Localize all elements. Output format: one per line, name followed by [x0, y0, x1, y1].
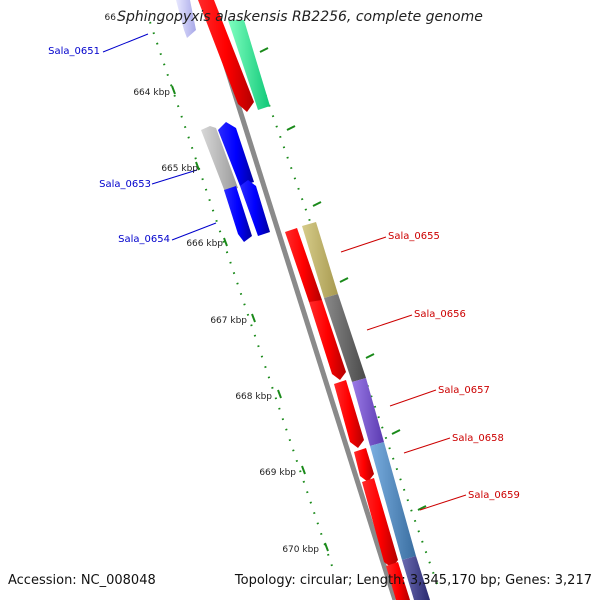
- gene-sala-0653-feature: [218, 122, 254, 186]
- left-major-ticks: [171, 85, 329, 552]
- genome-summary: Topology: circular; Length: 3,345,170 bp…: [234, 573, 592, 588]
- gene-sala-0658-feature: [370, 442, 416, 560]
- gene-sala-0654-feature: [224, 186, 252, 242]
- gene-red-b-feature: [309, 300, 346, 380]
- ruler-label-666: 666 kbp: [186, 239, 223, 249]
- gene-sala-0651-feature: [176, 0, 196, 38]
- accession-label: Accession: NC_008048: [8, 573, 156, 588]
- species-name: Sphingopyxis alaskensis RB2256: [117, 9, 347, 25]
- gene-navy-bottom-feature: [402, 556, 430, 600]
- gene-label-sala-0659[interactable]: Sala_0659: [468, 490, 520, 501]
- gene-label-sala-0656[interactable]: Sala_0656: [414, 309, 466, 320]
- gene-green-top-feature: [228, 20, 270, 110]
- gene-label-sala-0654[interactable]: Sala_0654: [118, 234, 170, 245]
- gene-red-c-feature: [334, 380, 364, 448]
- gene-red-bottom-feature: [386, 562, 410, 600]
- title-suffix: , complete genome: [346, 9, 483, 25]
- gene-sala-0652-feature: [201, 126, 238, 192]
- gene-features-left: [176, 0, 270, 242]
- ruler-label-668: 668 kbp: [235, 392, 272, 402]
- gene-sala-0659-feature: [362, 478, 398, 568]
- ruler-label-669: 669 kbp: [259, 468, 296, 478]
- gene-sala-0655-feature: [302, 222, 338, 298]
- right-major-ticks: [259, 47, 427, 511]
- gene-label-sala-0655[interactable]: Sala_0655: [388, 231, 440, 242]
- ruler-label-664: 664 kbp: [133, 88, 170, 98]
- ruler-label-663: 66: [105, 13, 117, 23]
- gene-red-a-feature: [285, 228, 322, 308]
- gene-red-d-feature: [354, 448, 374, 482]
- gene-features-right: [198, 0, 430, 600]
- ruler-label-670: 670 kbp: [282, 545, 319, 555]
- gene-sala-0654b-feature: [240, 180, 270, 236]
- map-title: Sphingopyxis alaskensis RB2256, complete…: [0, 9, 600, 25]
- gene-label-sala-0658[interactable]: Sala_0658: [452, 433, 504, 444]
- left-leader-lines: [102, 33, 217, 241]
- gene-label-sala-0653[interactable]: Sala_0653: [99, 179, 151, 190]
- gene-sala-0657-feature: [352, 378, 384, 446]
- gene-label-sala-0651[interactable]: Sala_0651: [48, 46, 100, 57]
- ruler-label-667: 667 kbp: [210, 316, 247, 326]
- gene-sala-0656-feature: [324, 294, 366, 382]
- right-leader-lines: [340, 236, 467, 511]
- ruler-label-665: 665 kbp: [161, 164, 198, 174]
- gene-label-sala-0657[interactable]: Sala_0657: [438, 385, 490, 396]
- gene-red-top-feature: [198, 0, 254, 112]
